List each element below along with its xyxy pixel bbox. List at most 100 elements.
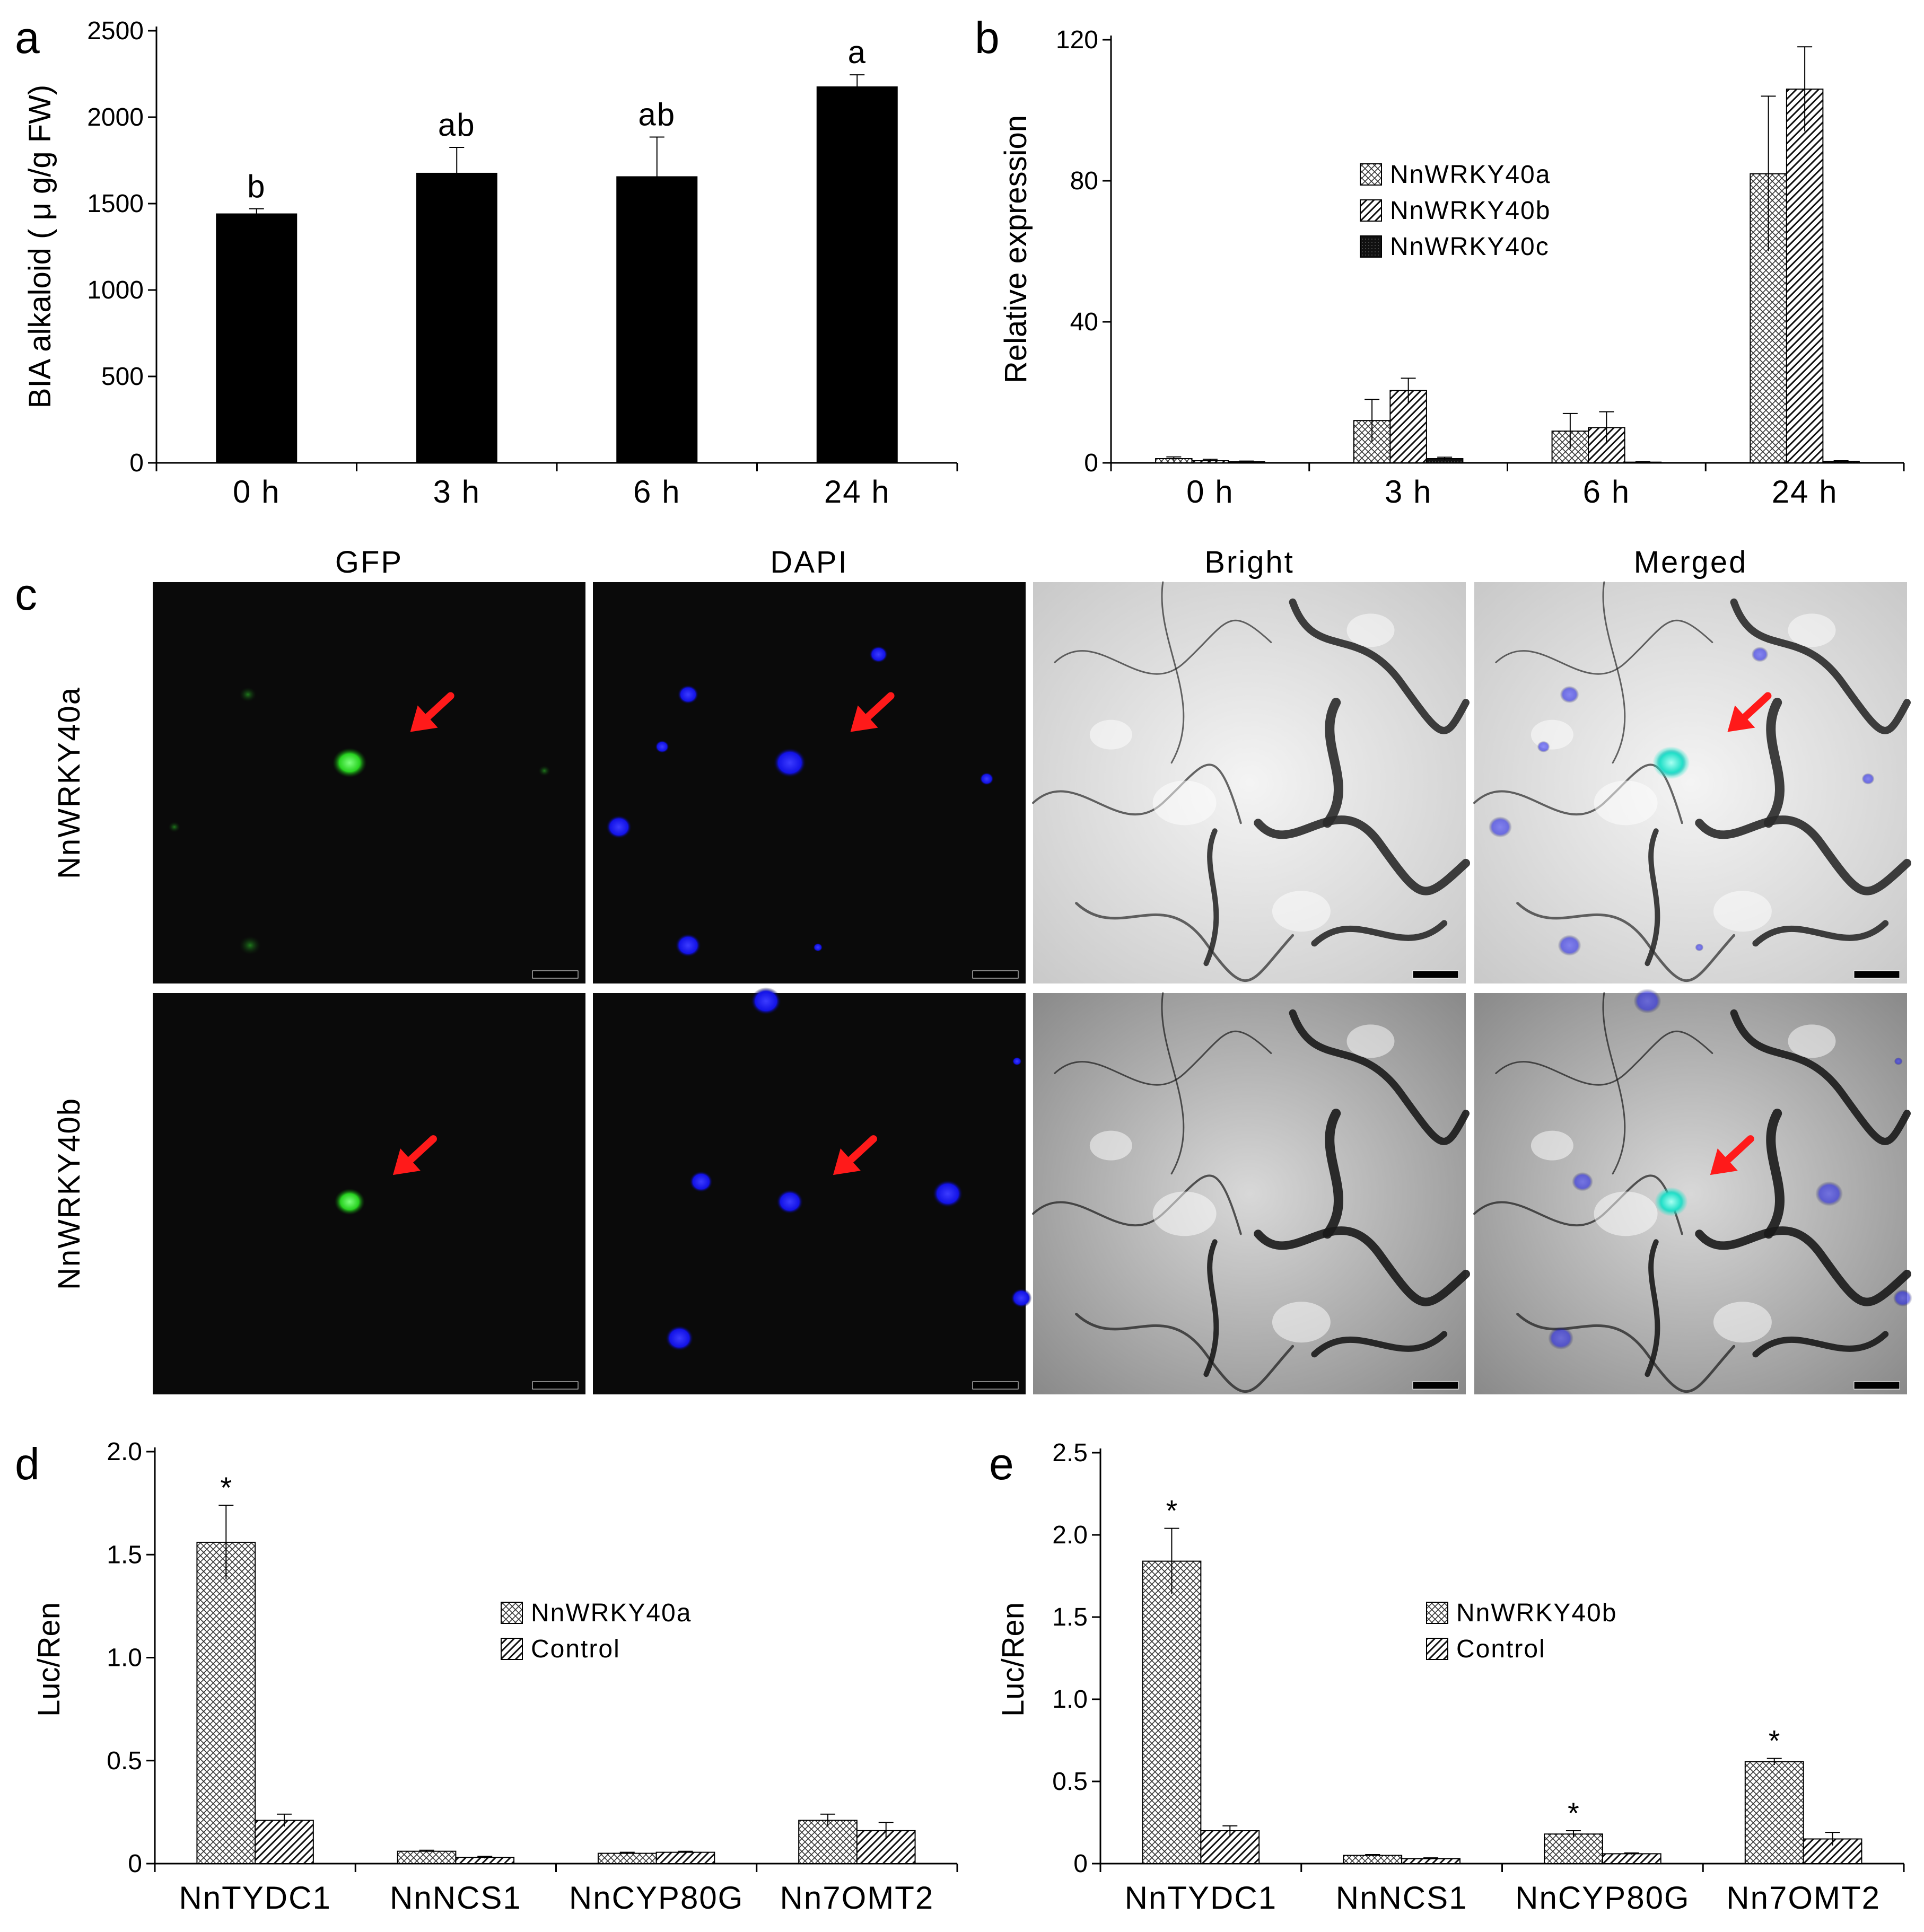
cell-wall [1730,598,1911,734]
cell-highlight [1713,891,1772,932]
cell-wall [1752,920,1889,947]
red-arrow-head [1727,705,1755,732]
cell-highlight [1531,719,1573,750]
panel-label-b: b [975,13,1000,63]
cell-wall [1161,581,1185,764]
cell-wall [1602,581,1626,764]
cell-wall [1695,815,1911,895]
merged-image [1474,582,1907,983]
y-tick-label: 0 [1084,449,1098,477]
y-tick-label: 0 [1073,1850,1088,1878]
cell-highlight [1089,1130,1132,1161]
cell-wall [1322,1109,1343,1239]
significance-letter: ab [638,96,676,132]
y-tick-label: 0 [128,1850,142,1878]
cell-highlight [1788,1024,1836,1058]
bar [816,86,898,463]
cell-wall [1645,828,1660,967]
y-tick-label: 1.5 [107,1541,142,1569]
legend-swatch [1426,1602,1448,1624]
gfp-nucleus [538,765,550,776]
gfp-image [153,993,585,1394]
significance-star: * [220,1471,232,1504]
dapi-nucleus [750,987,781,1015]
x-category-label: 0 h [1186,474,1234,510]
column-title-bright: Bright [1204,545,1295,579]
legend-swatch [501,1638,523,1660]
cell-wall [1602,992,1626,1175]
bar [616,176,698,464]
red-arrow-head [392,1148,421,1175]
dapi-nucleus [1011,1288,1032,1308]
cell-highlight [1531,1130,1573,1161]
bright-field-image [1033,582,1466,983]
bar [1200,1830,1260,1864]
bar [416,172,497,463]
red-arrow-head [1710,1148,1738,1175]
merged-dapi-signal [1815,1181,1843,1206]
merged-dapi-signal [1695,943,1704,952]
scale-bar [1853,1381,1900,1390]
cell-wall [1695,1226,1911,1306]
bar [1343,1855,1403,1864]
cell-highlight [1713,1302,1772,1343]
legend-label: NnWRKY40c [1390,233,1550,261]
panel-label-a: a [15,13,40,63]
y-axis-title: Luc/Ren [32,1602,66,1717]
y-tick-label: 500 [101,363,144,391]
scale-bar [532,970,579,979]
x-category-label: NnTYDC1 [1125,1880,1277,1916]
red-arrow-head [850,705,878,732]
x-category-label: Nn7OMT2 [780,1880,934,1916]
bar [1744,1761,1804,1865]
cell-wall [1203,828,1219,967]
merged-dapi-signal [1893,1289,1912,1307]
cell-wall [1763,1109,1785,1239]
merged-dapi-signal [1751,646,1769,662]
scale-bar [1412,970,1459,979]
bar [798,1820,858,1865]
column-title-merged: Merged [1634,545,1748,579]
bar [655,1851,715,1865]
cell-wall [1289,1009,1470,1145]
merged-nucleus [1652,746,1690,779]
scale-bar [972,970,1019,979]
y-tick-label: 2.0 [107,1438,142,1466]
y-tick-label: 1000 [87,276,144,304]
cell-wall [1289,598,1470,734]
y-tick-label: 2.5 [1052,1439,1088,1467]
chart-e-luc-ren-wrky40b: 0 0.5 1.0 1.5 2.0 2.5 NnTYDC1 NnNCS1 NnCYP80G Nn7… [996,1439,1905,1916]
cell-wall [1763,698,1785,828]
bar [216,213,298,463]
y-tick-label: 1.5 [1052,1603,1088,1631]
bar [397,1850,457,1864]
cell-wall [1075,902,1295,982]
y-axis-title: Luc/Ren [996,1602,1030,1717]
legend-swatch [1426,1638,1448,1660]
cell-wall [1730,1009,1911,1145]
legend-label: NnWRKY40b [1390,197,1551,225]
y-tick-label: 120 [1056,26,1098,54]
legend-label: Control [1456,1635,1546,1663]
row-title: NnWRKY40a [52,687,86,879]
y-tick-label: 1.0 [1052,1685,1088,1714]
red-arrow-head [410,705,438,732]
cell-wall [1645,1239,1660,1377]
cell-highlight [1788,613,1836,647]
cell-highlight [1089,719,1132,750]
cell-highlight [1346,1024,1395,1058]
dapi-nucleus [869,646,888,663]
x-category-label: 6 h [1583,474,1630,510]
cell-wall [1254,815,1470,895]
significance-star: * [1166,1494,1178,1527]
y-tick-label: 80 [1070,167,1098,195]
bar [597,1852,657,1864]
cell-highlight [1272,1302,1331,1343]
legend-swatch [1360,163,1382,186]
merged-dapi-signal [1861,773,1875,785]
panel-label-c: c [15,569,37,619]
merged-nucleus [1655,1187,1688,1217]
x-category-label: NnCYP80G [1515,1880,1690,1916]
cell-wall [1311,1331,1448,1358]
bright-field-image [1033,993,1466,1394]
